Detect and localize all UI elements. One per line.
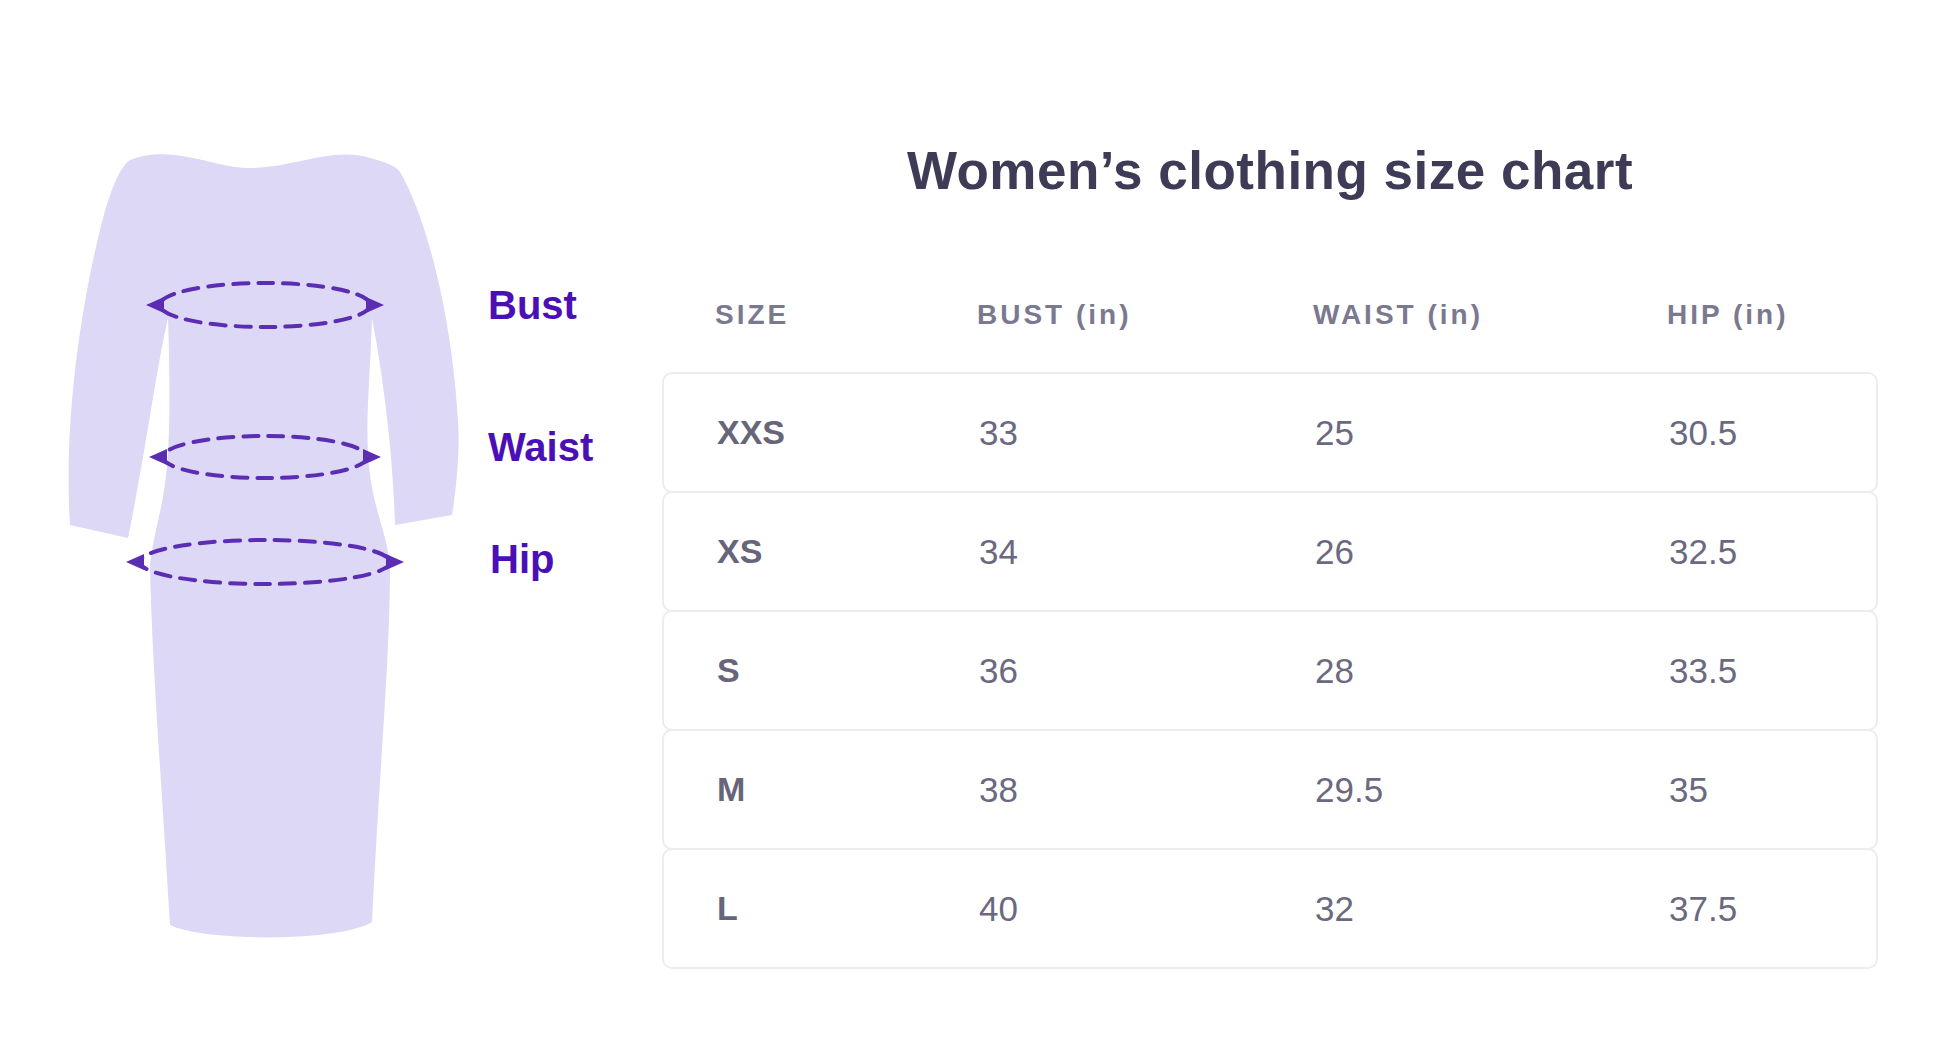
waist-measure-arrow-left	[149, 449, 167, 465]
page-title: Women’s clothing size chart	[662, 140, 1878, 201]
cell-waist: 32	[1315, 889, 1669, 929]
hip-measure-arrow-right	[386, 554, 404, 570]
table-row: S 36 28 33.5	[662, 610, 1878, 731]
size-chart-page: Bust Waist Hip Women’s clothing size cha…	[0, 0, 1946, 1038]
cell-hip: 30.5	[1669, 413, 1876, 453]
cell-hip: 32.5	[1669, 532, 1876, 572]
cell-bust: 40	[979, 889, 1315, 929]
hip-measure-arrow-left	[126, 554, 144, 570]
waist-measure-arrow-right	[363, 449, 381, 465]
cell-waist: 29.5	[1315, 770, 1669, 810]
column-header-hip: HIP (in)	[1667, 299, 1878, 331]
table-row: XS 34 26 32.5	[662, 491, 1878, 612]
cell-bust: 38	[979, 770, 1315, 810]
column-header-bust: BUST (in)	[977, 299, 1313, 331]
table-row: XXS 33 25 30.5	[662, 372, 1878, 493]
cell-bust: 34	[979, 532, 1315, 572]
cell-bust: 36	[979, 651, 1315, 691]
cell-waist: 25	[1315, 413, 1669, 453]
column-header-waist: WAIST (in)	[1313, 299, 1667, 331]
cell-size: L	[717, 889, 979, 928]
cell-waist: 28	[1315, 651, 1669, 691]
table-row: M 38 29.5 35	[662, 729, 1878, 850]
table-header-row: SIZE BUST (in) WAIST (in) HIP (in)	[662, 298, 1878, 332]
cell-hip: 33.5	[1669, 651, 1876, 691]
cell-size: S	[717, 651, 979, 690]
dress-silhouette	[69, 154, 459, 937]
dress-illustration	[60, 150, 480, 990]
cell-hip: 37.5	[1669, 889, 1876, 929]
cell-waist: 26	[1315, 532, 1669, 572]
bust-label: Bust	[488, 282, 577, 328]
dress-svg	[60, 150, 480, 990]
waist-label: Waist	[488, 424, 593, 470]
cell-size: XS	[717, 532, 979, 571]
table-row: L 40 32 37.5	[662, 848, 1878, 969]
cell-bust: 33	[979, 413, 1315, 453]
cell-size: XXS	[717, 413, 979, 452]
cell-size: M	[717, 770, 979, 809]
size-table: XXS 33 25 30.5 XS 34 26 32.5 S 36 28 33.…	[662, 372, 1878, 969]
column-header-size: SIZE	[715, 299, 977, 331]
cell-hip: 35	[1669, 770, 1876, 810]
hip-label: Hip	[490, 536, 554, 582]
